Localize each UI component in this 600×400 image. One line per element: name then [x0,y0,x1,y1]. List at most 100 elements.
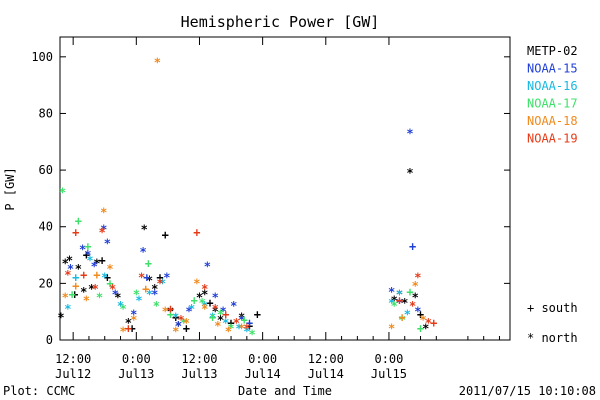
data-point-north: * [412,279,419,293]
data-point-north: * [412,291,419,305]
y-tick-label: 60 [39,163,53,177]
data-point-north: * [146,274,153,288]
data-point-north: * [388,296,395,310]
y-tick-label: 0 [46,333,53,347]
x-tick-label-date: Jul13 [118,367,154,381]
data-point-north: * [67,262,74,276]
data-point-north: * [235,322,242,336]
x-tick-label-time: 12:00 [181,352,217,366]
data-point-north: * [130,308,137,322]
data-point-south: + [246,316,253,330]
data-point-north: * [172,310,179,324]
data-point-north: * [100,223,107,237]
data-point-north: * [163,271,170,285]
data-point-north: * [66,254,73,268]
data-point-north: * [172,325,179,339]
data-point-north: * [217,313,224,327]
data-point-south: + [209,310,216,324]
data-point-north: * [104,237,111,251]
data-point-north: * [201,302,208,316]
data-point-north: * [388,322,395,336]
data-point-south: + [409,240,416,254]
data-point-south: + [430,316,437,330]
marker-legend: + south * north [527,301,578,345]
data-point-south: + [398,310,405,324]
data-point-north: * [75,262,82,276]
data-point-north: * [57,310,64,324]
data-point-north: * [106,262,113,276]
data-point-south: + [128,322,135,336]
data-point-north: * [388,285,395,299]
data-point-north: * [130,313,137,327]
data-point-south: + [406,285,413,299]
legend-entry: METP-02 [527,44,578,58]
data-point-north: * [420,313,427,327]
data-point-south: + [106,276,113,290]
data-point-north: * [64,302,71,316]
data-point-north: * [225,325,232,339]
data-point-south: + [80,268,87,282]
x-tick-label-date: Jul14 [308,367,344,381]
data-point-north: * [248,327,255,341]
x-tick-label-time: 0:00 [374,352,403,366]
data-point-north: * [238,313,245,327]
data-point-north: * [133,288,140,302]
data-point-north: * [404,308,411,322]
data-point-north: * [212,291,219,305]
data-point-north: * [120,325,127,339]
data-point-north: * [112,288,119,302]
data-point-north: * [88,282,95,296]
data-point-north: * [212,305,219,319]
data-point-north: * [193,276,200,290]
data-point-north: * [198,296,205,310]
x-tick-label-time: 0:00 [122,352,151,366]
legend-entry: NOAA-15 [527,62,578,76]
data-point-north: * [62,291,69,305]
data-point-north: * [91,259,98,273]
data-point-north: * [86,254,93,268]
x-tick-label-time: 12:00 [55,352,91,366]
data-point-north: * [83,293,90,307]
data-point-north: * [227,322,234,336]
data-point-north: * [201,282,208,296]
data-point-north: * [154,55,161,69]
data-point-north: * [64,268,71,282]
x-tick-label-date: Jul13 [181,367,217,381]
data-point-north: * [84,248,91,262]
data-point-north: * [59,186,66,200]
data-point-north: * [396,288,403,302]
data-point-north: * [201,299,208,313]
data-point-north: * [151,282,158,296]
data-point-north: * [62,257,69,271]
data-point-north: * [220,305,227,319]
data-point-north: * [243,325,250,339]
data-point-north: * [135,293,142,307]
data-point-north: * [167,305,174,319]
y-tick-label: 100 [31,50,53,64]
data-point-north: * [425,316,432,330]
data-point-south: + [183,322,190,336]
data-point-south: + [142,282,149,296]
data-point-south: + [72,225,79,239]
data-point-north: * [185,305,192,319]
data-point-north: * [175,319,182,333]
marker-legend-entry: + south [527,301,578,315]
y-tick-label: 40 [39,220,53,234]
footer-source: Plot: CCMC [3,384,75,398]
data-point-north: * [109,282,116,296]
data-point-south: + [75,214,82,228]
legend-entry: NOAA-16 [527,79,578,93]
data-point-north: * [209,310,216,324]
data-point-south: + [167,302,174,316]
data-point-south: + [156,271,163,285]
data-point-south: + [93,268,100,282]
data-point-north: * [96,291,103,305]
footer-timestamp: 2011/07/15 10:10:08 [459,384,596,398]
data-point-south: + [206,296,213,310]
y-axis-ticks: 0 20 40 60 80 100 [31,50,510,347]
data-point-north: * [214,319,221,333]
data-point-north: * [125,316,132,330]
data-point-north: * [92,282,99,296]
data-point-north: * [98,225,105,239]
